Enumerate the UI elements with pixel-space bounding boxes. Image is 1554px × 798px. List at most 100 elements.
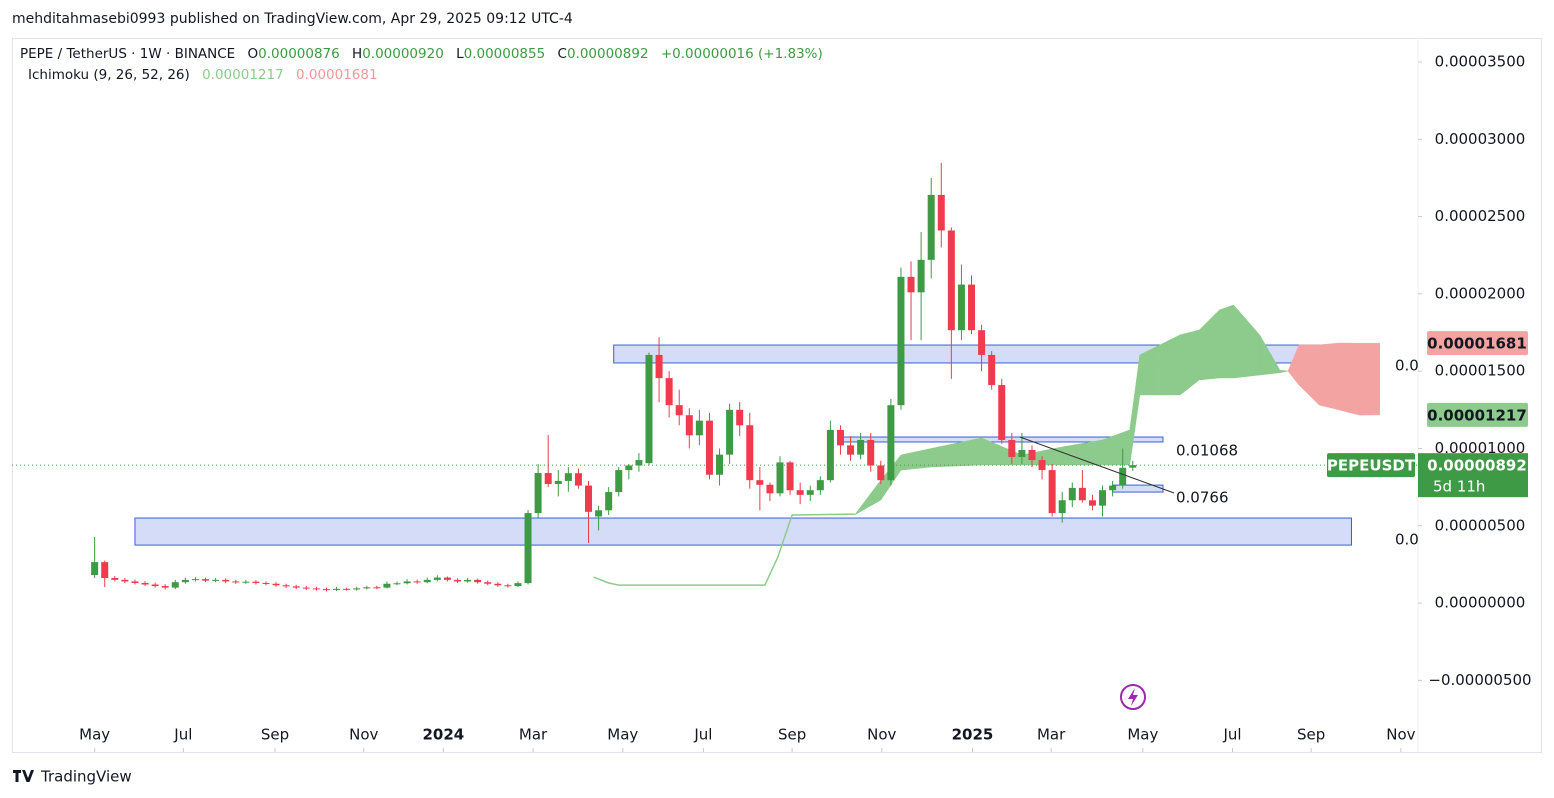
last-price: 0.00000892 [1427,457,1527,475]
candle-body [252,581,260,583]
candle-body [212,579,220,581]
candle-body [202,579,210,581]
candle-body [998,385,1006,440]
fib-label: 0.01068 [1176,442,1238,460]
symbol-tag-bg [1327,453,1415,478]
candle-body [796,490,804,495]
candle-body [464,579,472,582]
cloud-segment [1233,304,1261,379]
candle-body [685,415,693,436]
candle-body [222,579,230,582]
lead1-value: 0.00001217 [202,67,284,83]
cloud-segment [1159,334,1181,396]
candle-body [91,562,99,576]
candle-body [413,581,421,583]
x-tick-label: Jul [173,726,192,744]
candle-body [968,284,976,331]
candle-body [605,492,613,511]
lead2-tag-bg [1427,331,1528,356]
open-label: O [248,46,259,62]
candle-body [242,581,250,583]
candle-body [816,480,824,491]
chart-frame [12,38,1542,753]
y-tick-label: 0.00002500 [1435,207,1526,225]
y-tick-label: 0.00003000 [1435,130,1526,148]
candle-body [232,581,240,583]
candle-body [1119,467,1127,486]
candle-body [554,480,562,485]
candle-body [695,420,703,436]
cloud-segment [1129,354,1141,466]
candle-body [484,582,492,584]
candle-body [292,586,300,588]
fib-label: 0.0766 [1176,489,1229,507]
candle-body [514,583,522,587]
candle-body [363,587,371,589]
candle-body [1048,470,1056,514]
candle-body [131,581,139,583]
candle-body [877,465,885,481]
change: +0.00000016 (+1.83%) [661,46,823,62]
lead2-value: 0.00001681 [296,67,378,83]
cloud-segment [1318,342,1340,411]
candle-body [625,465,633,471]
candle-body [615,470,623,493]
candle-body [141,582,149,585]
cloud-segment [1219,304,1234,379]
candle-body [716,454,724,475]
candle-body [1028,450,1036,461]
candle-body [705,420,713,475]
x-tick-label: Sep [778,726,806,744]
candle-body [1058,500,1066,514]
candle-body [272,583,280,586]
y-tick-label: 0.00001500 [1435,362,1526,380]
candle-body [1129,465,1137,468]
candle-body [1109,485,1117,491]
candle-body [544,473,552,485]
y-tick-label: 0.00000500 [1435,516,1526,534]
fib-label: 0.0 [1395,357,1419,375]
replay-icon[interactable] [1120,684,1146,710]
candle-body [262,582,270,584]
candle-body [766,484,774,494]
x-tick-label: 2025 [952,726,994,744]
lead1-tag-bg [1427,402,1528,427]
cloud-segment [1298,344,1320,406]
candle-body [937,194,945,231]
candle-body [423,579,431,583]
open-value: 0.00000876 [258,46,340,62]
cloud-segment [1102,429,1130,466]
candle-body [1068,487,1076,501]
candle-body [443,577,451,580]
candle-body [675,405,683,416]
close-value: 0.00000892 [567,46,649,62]
y-tick-label: 0.00000000 [1435,594,1526,612]
x-tick-label: 2024 [422,726,464,744]
candle-body [1088,500,1096,506]
y-tick-label: −0.00000500 [1428,671,1531,689]
candle-body [836,429,844,446]
candle-body [756,480,764,485]
cloud-segment [1359,342,1380,416]
candle-body [978,330,986,355]
x-tick-label: Nov [349,726,378,744]
candle-body [373,587,381,589]
candle-body [302,587,310,589]
candle-body [1018,450,1026,457]
x-tick-label: Nov [867,726,896,744]
brand-logo [13,770,34,782]
legend: PEPE / TetherUS · 1W · BINANCE O0.000008… [20,46,823,62]
symbol-tag: PEPEUSDT [1327,457,1416,475]
cloud-segment [1179,329,1200,396]
candle-body [776,462,784,494]
candle-body [101,562,109,579]
countdown: 5d 11h [1433,478,1485,496]
candle-body [887,405,895,481]
candle-body [857,439,865,455]
candle-body [1008,439,1016,457]
x-tick-label: Sep [1297,726,1325,744]
x-tick-label: Jul [693,726,712,744]
indicator-legend: Ichimoku (9, 26, 52, 26) 0.00001217 0.00… [28,67,378,83]
candle-body [393,583,401,585]
